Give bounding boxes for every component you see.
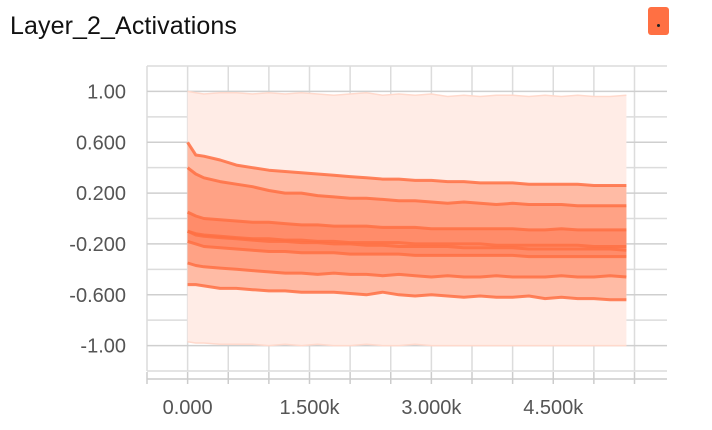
- series-line-6: [187, 239, 627, 259]
- series-line-0: [187, 90, 627, 98]
- series-line-2: [186, 166, 627, 208]
- x-tick-label: 3.000k: [401, 397, 462, 419]
- line-layer: [186, 90, 627, 347]
- series-line-3: [186, 210, 627, 232]
- series-line-8: [187, 283, 627, 302]
- chart-menu-button[interactable]: [648, 7, 669, 35]
- series-line-5: [186, 229, 627, 252]
- menu-dot-icon: [657, 24, 660, 27]
- band-layer: [187, 91, 627, 346]
- x-tick-label: 4.500k: [523, 397, 584, 419]
- series-line-9: [187, 341, 627, 347]
- x-tick-label: 0.000: [163, 397, 213, 419]
- y-tick-label: -0.600: [69, 285, 126, 307]
- x-tick-label: 1.500k: [279, 397, 340, 419]
- y-tick-label: 0.600: [76, 132, 126, 154]
- chart-title: Layer_2_Activations: [10, 12, 238, 40]
- series-line-1: [186, 141, 627, 187]
- y-tick-label: 0.200: [76, 183, 126, 205]
- y-tick-label: -0.200: [69, 234, 126, 256]
- series-line-7: [187, 261, 627, 279]
- y-tick-label: 1.00: [87, 81, 126, 103]
- axis-layer: 1.00 0.600 0.200 -0.200 -0.600 -1.00 0.000 1.50…: [69, 81, 667, 419]
- y-tick-label: -1.00: [80, 336, 126, 358]
